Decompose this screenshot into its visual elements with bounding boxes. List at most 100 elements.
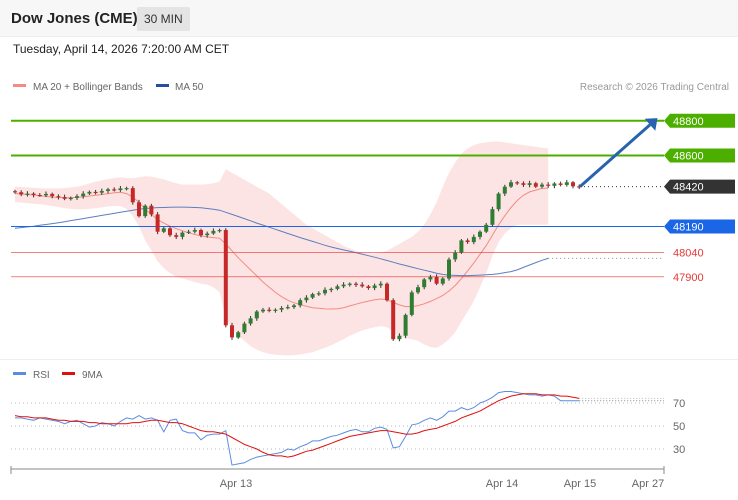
time-tick-label: Apr 13	[220, 478, 252, 490]
candle-body	[273, 309, 278, 311]
candle-body	[484, 224, 489, 232]
candle-body	[130, 188, 135, 203]
candle-body	[161, 228, 166, 232]
candle-body	[360, 284, 365, 287]
candle-body	[335, 286, 340, 289]
candle-body	[428, 276, 433, 280]
candle-body	[192, 230, 197, 232]
candle-body	[385, 283, 389, 301]
candle-body	[223, 230, 228, 326]
ma20-legend-swatch	[13, 84, 26, 87]
candle-body	[372, 285, 377, 289]
candle-body	[316, 293, 321, 295]
rsi-panel: 70 50 30	[11, 391, 685, 466]
candle-body	[13, 191, 17, 193]
timeframe-button[interactable]: 30 MIN	[137, 7, 190, 31]
candle-body	[434, 276, 439, 284]
candle-body	[37, 195, 42, 197]
moving-average-layer	[14, 187, 664, 310]
rsi-legend-label: RSI	[33, 370, 50, 381]
price-label-layer: 48800 48600 48420 48190 48040 47900	[664, 113, 735, 284]
candle-body	[137, 202, 141, 217]
candle-body	[155, 214, 160, 232]
candle-body	[546, 184, 551, 186]
candle-body	[440, 278, 445, 284]
instrument-title: Dow Jones (CME)	[11, 10, 138, 27]
level-label-48040: 48040	[673, 248, 704, 260]
candle-body	[397, 335, 402, 340]
candle-body	[502, 186, 507, 194]
candle-body	[242, 323, 247, 333]
candle-body	[422, 279, 427, 288]
candle-body	[496, 193, 501, 210]
candle-body	[205, 233, 210, 236]
candle-body	[378, 283, 383, 286]
candle-body	[279, 308, 284, 310]
candle-body	[211, 230, 216, 234]
candle-body	[31, 193, 36, 195]
candle-body	[304, 297, 309, 301]
candle-body	[248, 318, 253, 324]
candle-body	[50, 193, 55, 197]
projection-arrow-layer	[579, 118, 658, 188]
candle-body	[453, 252, 458, 260]
level-label-48800: 48800	[673, 116, 704, 128]
candlestick-layer	[13, 179, 582, 342]
candle-body	[403, 314, 408, 336]
level-tag-48420	[664, 179, 735, 194]
candle-body	[515, 182, 520, 184]
candle-body	[509, 182, 513, 187]
candle-body	[118, 188, 123, 191]
candle-body	[112, 189, 117, 191]
candle-body	[323, 289, 327, 294]
candle-body	[93, 191, 98, 194]
ma20-legend-label: MA 20 + Bollinger Bands	[33, 82, 143, 93]
bollinger-band	[15, 141, 549, 356]
candle-body	[459, 240, 464, 253]
candle-body	[261, 309, 265, 312]
ma50-line	[14, 206, 549, 277]
candle-body	[552, 183, 557, 186]
candle-body	[44, 193, 48, 196]
candle-body	[68, 197, 73, 200]
candle-body	[254, 311, 259, 319]
projection-arrow-head	[644, 118, 658, 131]
rsi-ma-legend-label: 9MA	[82, 370, 103, 381]
candle-body	[416, 287, 420, 293]
level-label-48420: 48420	[673, 182, 704, 194]
candle-body	[409, 292, 414, 315]
rsi-ma-line	[14, 393, 580, 458]
price-level-layer	[11, 119, 664, 278]
candle-body	[347, 283, 352, 285]
candle-body	[533, 183, 538, 187]
candle-body	[540, 184, 544, 187]
candle-body	[87, 191, 92, 194]
candle-body	[478, 231, 482, 237]
candle-body	[199, 230, 203, 236]
candle-body	[186, 231, 191, 233]
projection-arrow-shaft	[579, 123, 651, 188]
level-label-47900: 47900	[673, 272, 704, 284]
candle-body	[99, 191, 104, 193]
candle-body	[174, 235, 179, 237]
candle-body	[391, 300, 396, 340]
candle-body	[310, 294, 315, 298]
time-tick-label: Apr 15	[564, 478, 596, 490]
time-tick-label: Apr 14	[486, 478, 518, 490]
candle-body	[558, 183, 563, 185]
time-axis: Apr 13 Apr 14 Apr 15 Apr 27	[10, 466, 665, 490]
ma20-line	[14, 187, 549, 310]
candle-body	[490, 209, 495, 225]
time-tick-label: Apr 27	[632, 478, 664, 490]
candle-body	[149, 205, 154, 215]
rsi-ma-legend-swatch	[62, 372, 75, 375]
candle-body	[180, 232, 185, 237]
level-tag-48190	[664, 219, 735, 234]
level-label-48600: 48600	[673, 150, 704, 162]
level-label-48190: 48190	[673, 222, 704, 234]
candle-body	[106, 189, 110, 191]
candle-body	[75, 196, 79, 198]
candle-body	[354, 283, 358, 285]
candle-body	[471, 236, 476, 243]
